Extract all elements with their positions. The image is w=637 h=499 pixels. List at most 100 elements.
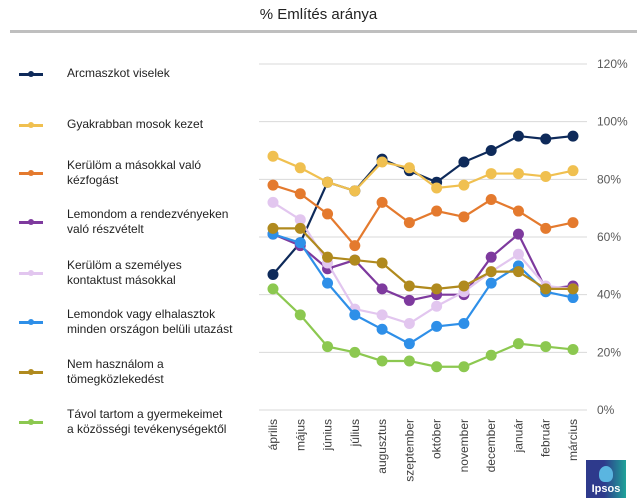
data-point [376, 257, 388, 269]
x-tick-label: június [321, 419, 335, 451]
data-point [512, 228, 524, 240]
legend-dot-icon [28, 270, 34, 276]
data-point [403, 217, 415, 229]
legend-label: Kerülöm a személyes kontaktust másokkal [67, 258, 182, 287]
data-point [485, 251, 497, 263]
data-point [567, 283, 579, 295]
data-point [322, 251, 334, 263]
legend-label: Távol tartom a gyermekeimet a közösségi … [67, 407, 227, 436]
series-line [272, 233, 574, 345]
data-point [431, 361, 443, 373]
data-point [485, 168, 497, 180]
x-tick-label: március [566, 419, 580, 461]
chart-title: % Említés aránya [259, 6, 378, 23]
data-point [376, 156, 388, 168]
y-tick-label: 40% [597, 288, 621, 302]
data-point [512, 205, 524, 217]
data-point [567, 292, 579, 304]
data-point [458, 179, 470, 191]
y-tick-label: 80% [597, 172, 621, 186]
data-point [431, 182, 443, 194]
data-point [458, 156, 470, 168]
data-point [294, 188, 306, 200]
legend-item: Lemondok vagy elhalasztok minden országo… [0, 307, 260, 352]
data-point [376, 323, 388, 335]
data-point [349, 240, 361, 252]
x-tick-label: december [484, 419, 498, 472]
series-line [272, 201, 574, 325]
legend-dot-icon [28, 369, 34, 375]
x-tick-label: augusztus [375, 419, 389, 474]
data-point [567, 165, 579, 177]
logo-text: Ipsos [591, 483, 621, 495]
data-point [376, 309, 388, 321]
data-point [431, 283, 443, 295]
y-tick-label: 60% [597, 230, 621, 244]
legend-dot-icon [28, 71, 34, 77]
data-point [294, 237, 306, 249]
ipsos-logo: Ipsos [586, 460, 626, 498]
legend-label: Kerülöm a másokkal való kézfogást [67, 158, 202, 187]
x-tick-label: április [266, 419, 280, 450]
y-tick-label: 100% [597, 115, 628, 129]
data-point [294, 214, 306, 226]
y-tick-label: 0% [597, 403, 615, 417]
legend-item: Nem használom a tömegközlekedést [0, 357, 260, 402]
title-divider [10, 30, 637, 33]
data-point [322, 176, 334, 188]
data-point [376, 355, 388, 367]
data-point [267, 150, 279, 162]
legend-line-marker-icon [19, 219, 43, 225]
data-point [349, 185, 361, 197]
legend-item: Arcmaszkot viselek [0, 64, 260, 104]
data-point [458, 361, 470, 373]
x-tick-label: február [539, 419, 553, 457]
legend-line-marker-icon [19, 170, 43, 176]
x-tick-label: szeptember [402, 419, 416, 482]
series-3 [267, 179, 579, 252]
y-tick-label: 20% [597, 345, 621, 359]
data-point [512, 130, 524, 142]
legend-item: Kerülöm a másokkal való kézfogást [0, 158, 260, 203]
data-point [512, 266, 524, 278]
data-point [403, 318, 415, 329]
data-point [403, 338, 415, 350]
data-point [267, 196, 279, 208]
legend-dot-icon [28, 170, 34, 176]
logo-head-icon [599, 466, 613, 482]
legend-dot-icon [28, 122, 34, 128]
data-point [431, 205, 443, 217]
data-point [485, 349, 497, 361]
data-point [294, 162, 306, 174]
data-point [294, 309, 306, 321]
data-point [267, 268, 279, 280]
legend-label: Lemondok vagy elhalasztok minden országo… [67, 307, 233, 336]
series-2 [267, 150, 579, 197]
legend-line-marker-icon [19, 71, 43, 77]
data-point [349, 309, 361, 321]
x-tick-label: május [293, 419, 307, 451]
data-point [322, 208, 334, 220]
series-7 [267, 222, 579, 295]
legend-item: Kerülöm a személyes kontaktust másokkal [0, 258, 260, 303]
data-point [458, 211, 470, 223]
data-point [403, 355, 415, 367]
data-point [512, 168, 524, 180]
data-point [267, 179, 279, 191]
legend-dot-icon [28, 419, 34, 425]
data-point [485, 277, 497, 289]
series-group [267, 130, 579, 373]
data-point [376, 196, 388, 208]
data-point [540, 222, 552, 234]
legend-line-marker-icon [19, 319, 43, 325]
legend-item: Lemondom a rendezvényeken való részvétel… [0, 207, 260, 252]
legend-label: Nem használom a tömegközlekedést [67, 357, 164, 386]
data-point [403, 280, 415, 292]
data-point [567, 343, 579, 355]
x-tick-label: július [348, 419, 362, 447]
data-point [540, 341, 552, 353]
legend-label: Arcmaszkot viselek [67, 66, 170, 80]
legend-line-marker-icon [19, 419, 43, 425]
legend-line-marker-icon [19, 122, 43, 128]
data-point [485, 145, 497, 156]
